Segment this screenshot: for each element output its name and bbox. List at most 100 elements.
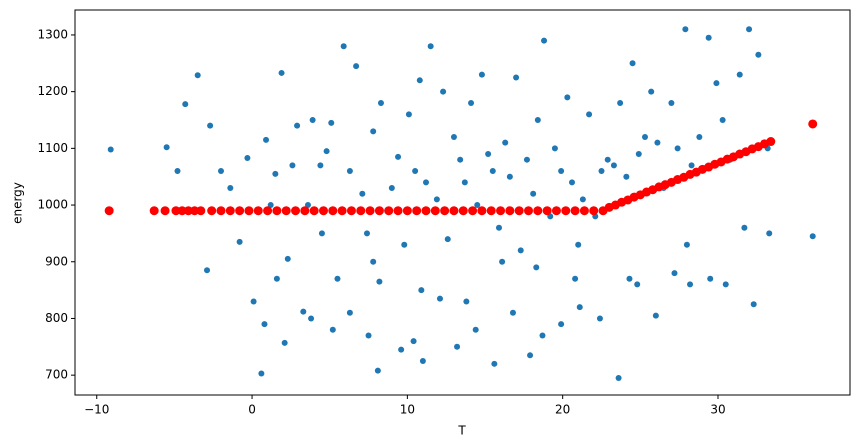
point [374, 367, 381, 374]
point [384, 206, 394, 216]
point [244, 206, 254, 216]
point [682, 26, 689, 33]
x-tick-label: 0 [248, 403, 256, 417]
point [641, 134, 648, 141]
point [365, 206, 375, 216]
point [418, 287, 425, 294]
point [477, 206, 487, 216]
point [190, 206, 200, 216]
point [423, 179, 430, 186]
point [309, 117, 316, 123]
point [395, 153, 402, 160]
point [377, 99, 384, 106]
point [489, 168, 496, 175]
point [433, 196, 440, 203]
x-axis-label: T [457, 424, 466, 438]
point [171, 206, 181, 216]
point [174, 168, 181, 175]
point [340, 43, 347, 50]
point [736, 71, 743, 78]
point [542, 206, 552, 216]
point [454, 343, 461, 350]
point [509, 309, 516, 316]
point [444, 236, 451, 243]
point [328, 119, 335, 126]
point [291, 206, 301, 216]
point [809, 233, 816, 240]
point [485, 151, 492, 158]
point [499, 258, 506, 265]
point [766, 230, 773, 237]
point [227, 185, 234, 192]
y-tick-label: 1000 [37, 198, 68, 212]
point [541, 37, 548, 44]
point [272, 170, 279, 177]
point [376, 278, 383, 285]
point [530, 190, 537, 197]
point [502, 139, 509, 146]
point [225, 206, 235, 216]
point [323, 148, 330, 155]
point [337, 206, 347, 216]
point [402, 206, 412, 216]
point [412, 206, 422, 216]
point [623, 173, 630, 180]
point [575, 241, 582, 248]
point [474, 202, 481, 209]
point [558, 321, 565, 328]
point [365, 332, 372, 339]
point [183, 206, 193, 216]
point [534, 117, 541, 123]
point [216, 206, 226, 216]
point [589, 206, 599, 216]
x-tick-label: 30 [710, 403, 725, 417]
point [196, 206, 206, 216]
point [478, 71, 485, 78]
point [388, 185, 395, 192]
point [194, 72, 201, 79]
point [564, 94, 571, 101]
point [328, 206, 338, 216]
point [551, 206, 561, 216]
point [250, 298, 257, 305]
point [635, 151, 642, 158]
point [370, 258, 377, 265]
point [272, 206, 282, 216]
point [524, 206, 534, 216]
point [576, 304, 583, 311]
point [652, 312, 659, 319]
point [610, 162, 617, 169]
point [572, 275, 579, 282]
point [463, 298, 470, 305]
point [160, 206, 170, 216]
point [177, 206, 187, 216]
point [458, 206, 468, 216]
point [668, 99, 675, 106]
point [513, 74, 520, 81]
point [683, 241, 690, 248]
point [604, 156, 611, 163]
point [416, 77, 423, 84]
point [370, 128, 377, 135]
point [294, 122, 301, 129]
point [495, 224, 502, 231]
point [671, 270, 678, 277]
point [359, 190, 366, 197]
point [300, 308, 307, 315]
x-tick-label: 10 [400, 403, 415, 417]
point [329, 326, 336, 333]
point [586, 111, 593, 118]
point [207, 122, 214, 129]
x-tick-label: −10 [84, 403, 109, 417]
point [648, 88, 655, 95]
point [674, 145, 681, 152]
point [308, 315, 315, 322]
point [318, 206, 328, 216]
point [570, 206, 580, 216]
point [353, 63, 360, 70]
point [472, 326, 479, 333]
point [579, 196, 586, 203]
plot-frame [74, 9, 851, 396]
point [517, 247, 524, 254]
point [427, 43, 434, 50]
